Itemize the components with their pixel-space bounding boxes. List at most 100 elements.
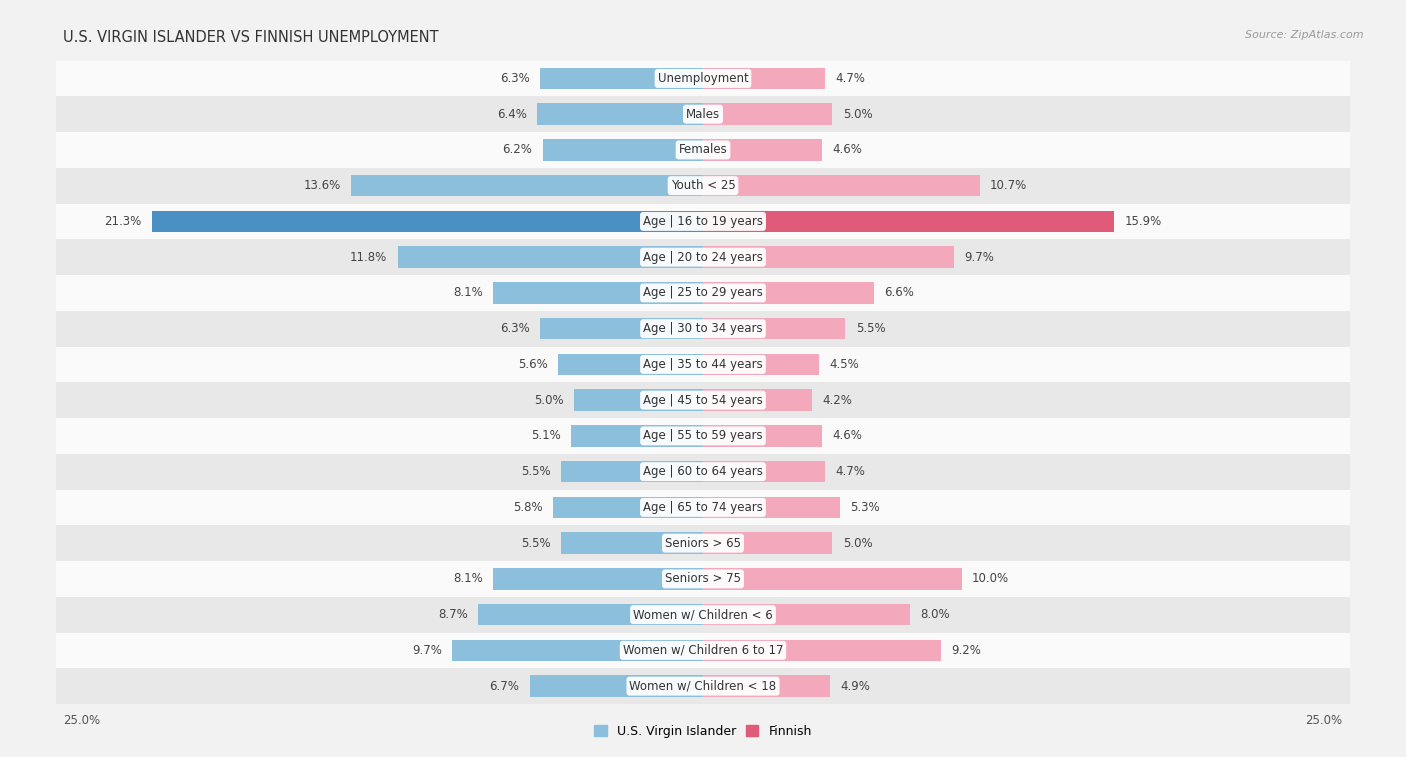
Text: Age | 30 to 34 years: Age | 30 to 34 years — [643, 322, 763, 335]
Text: 6.3%: 6.3% — [501, 72, 530, 85]
FancyBboxPatch shape — [56, 633, 1350, 668]
Text: 4.7%: 4.7% — [835, 465, 865, 478]
Bar — [703, 354, 820, 375]
Bar — [574, 389, 703, 411]
Text: 11.8%: 11.8% — [350, 251, 388, 263]
FancyBboxPatch shape — [56, 132, 1350, 168]
FancyBboxPatch shape — [56, 347, 1350, 382]
Text: Age | 25 to 29 years: Age | 25 to 29 years — [643, 286, 763, 300]
Text: 8.7%: 8.7% — [437, 608, 468, 621]
Bar — [703, 532, 832, 554]
Text: 6.7%: 6.7% — [489, 680, 519, 693]
Text: 4.2%: 4.2% — [823, 394, 852, 407]
Bar — [558, 354, 703, 375]
FancyBboxPatch shape — [56, 525, 1350, 561]
Text: 25.0%: 25.0% — [1306, 714, 1343, 727]
Text: 8.1%: 8.1% — [453, 572, 484, 585]
Text: 6.4%: 6.4% — [498, 107, 527, 120]
Bar — [152, 210, 703, 232]
Text: 8.1%: 8.1% — [453, 286, 484, 300]
Bar — [561, 532, 703, 554]
FancyBboxPatch shape — [56, 96, 1350, 132]
Text: Males: Males — [686, 107, 720, 120]
Text: 5.1%: 5.1% — [531, 429, 561, 442]
Text: 5.0%: 5.0% — [534, 394, 564, 407]
Text: 5.5%: 5.5% — [520, 465, 550, 478]
Text: 5.0%: 5.0% — [842, 537, 872, 550]
Bar — [543, 139, 703, 160]
FancyBboxPatch shape — [56, 418, 1350, 453]
Bar — [530, 675, 703, 697]
Bar — [571, 425, 703, 447]
Text: 9.7%: 9.7% — [965, 251, 994, 263]
Text: Age | 45 to 54 years: Age | 45 to 54 years — [643, 394, 763, 407]
Text: 6.3%: 6.3% — [501, 322, 530, 335]
Text: Unemployment: Unemployment — [658, 72, 748, 85]
Text: Youth < 25: Youth < 25 — [671, 179, 735, 192]
Text: U.S. VIRGIN ISLANDER VS FINNISH UNEMPLOYMENT: U.S. VIRGIN ISLANDER VS FINNISH UNEMPLOY… — [63, 30, 439, 45]
Bar — [703, 104, 832, 125]
Legend: U.S. Virgin Islander, Finnish: U.S. Virgin Islander, Finnish — [589, 720, 817, 743]
Text: Age | 60 to 64 years: Age | 60 to 64 years — [643, 465, 763, 478]
Bar — [703, 210, 1115, 232]
Text: 13.6%: 13.6% — [304, 179, 340, 192]
Bar — [540, 318, 703, 339]
Bar — [703, 497, 841, 518]
FancyBboxPatch shape — [56, 311, 1350, 347]
Text: 5.5%: 5.5% — [520, 537, 550, 550]
FancyBboxPatch shape — [56, 490, 1350, 525]
Text: 5.8%: 5.8% — [513, 501, 543, 514]
Text: 15.9%: 15.9% — [1125, 215, 1161, 228]
Text: 9.7%: 9.7% — [412, 644, 441, 657]
Bar — [494, 282, 703, 304]
FancyBboxPatch shape — [56, 61, 1350, 96]
Bar — [703, 389, 811, 411]
FancyBboxPatch shape — [56, 382, 1350, 418]
Bar — [352, 175, 703, 196]
Bar — [703, 425, 823, 447]
Text: 4.9%: 4.9% — [841, 680, 870, 693]
Text: Source: ZipAtlas.com: Source: ZipAtlas.com — [1246, 30, 1364, 40]
Bar — [703, 604, 910, 625]
FancyBboxPatch shape — [56, 668, 1350, 704]
Bar — [703, 67, 824, 89]
Text: 5.0%: 5.0% — [842, 107, 872, 120]
Text: Age | 35 to 44 years: Age | 35 to 44 years — [643, 358, 763, 371]
Text: Women w/ Children < 6: Women w/ Children < 6 — [633, 608, 773, 621]
Text: 6.6%: 6.6% — [884, 286, 914, 300]
Text: Seniors > 65: Seniors > 65 — [665, 537, 741, 550]
Text: Women w/ Children < 18: Women w/ Children < 18 — [630, 680, 776, 693]
FancyBboxPatch shape — [56, 275, 1350, 311]
Bar — [703, 247, 953, 268]
Bar — [703, 282, 873, 304]
Text: 6.2%: 6.2% — [502, 143, 533, 157]
FancyBboxPatch shape — [56, 239, 1350, 275]
Bar — [703, 175, 980, 196]
Bar — [703, 461, 824, 482]
Bar — [398, 247, 703, 268]
Text: 25.0%: 25.0% — [63, 714, 100, 727]
Text: Age | 20 to 24 years: Age | 20 to 24 years — [643, 251, 763, 263]
Text: 10.7%: 10.7% — [990, 179, 1028, 192]
Bar — [703, 675, 830, 697]
Text: Women w/ Children 6 to 17: Women w/ Children 6 to 17 — [623, 644, 783, 657]
Bar — [703, 318, 845, 339]
Text: 4.5%: 4.5% — [830, 358, 859, 371]
Text: 4.6%: 4.6% — [832, 429, 862, 442]
Text: 4.6%: 4.6% — [832, 143, 862, 157]
Text: 5.5%: 5.5% — [856, 322, 886, 335]
Bar — [453, 640, 703, 661]
Text: Females: Females — [679, 143, 727, 157]
FancyBboxPatch shape — [56, 453, 1350, 490]
Text: Age | 65 to 74 years: Age | 65 to 74 years — [643, 501, 763, 514]
FancyBboxPatch shape — [56, 597, 1350, 633]
FancyBboxPatch shape — [56, 561, 1350, 597]
Bar — [703, 640, 941, 661]
Bar — [553, 497, 703, 518]
Text: 10.0%: 10.0% — [972, 572, 1010, 585]
Text: Seniors > 75: Seniors > 75 — [665, 572, 741, 585]
Text: 5.3%: 5.3% — [851, 501, 880, 514]
Text: 21.3%: 21.3% — [104, 215, 142, 228]
Text: 9.2%: 9.2% — [952, 644, 981, 657]
Bar — [537, 104, 703, 125]
